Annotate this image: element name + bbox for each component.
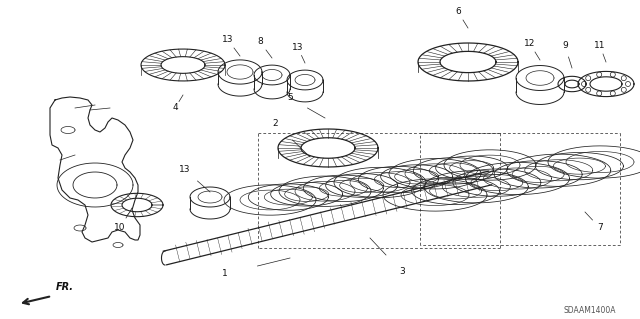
Text: 11: 11 — [595, 41, 605, 50]
Text: 13: 13 — [179, 166, 191, 174]
Text: 10: 10 — [115, 224, 125, 233]
Text: 12: 12 — [524, 40, 536, 48]
Text: 5: 5 — [287, 93, 293, 102]
Text: 6: 6 — [455, 8, 461, 17]
Text: FR.: FR. — [56, 282, 74, 292]
Text: 7: 7 — [597, 224, 603, 233]
Text: 8: 8 — [257, 38, 263, 47]
Text: 13: 13 — [292, 43, 304, 53]
Text: 4: 4 — [172, 103, 178, 113]
Text: 2: 2 — [272, 118, 278, 128]
Text: 1: 1 — [222, 270, 228, 278]
Text: 13: 13 — [222, 35, 234, 44]
Text: 9: 9 — [562, 41, 568, 50]
Text: 3: 3 — [399, 268, 405, 277]
Text: SDAAM1400A: SDAAM1400A — [564, 306, 616, 315]
